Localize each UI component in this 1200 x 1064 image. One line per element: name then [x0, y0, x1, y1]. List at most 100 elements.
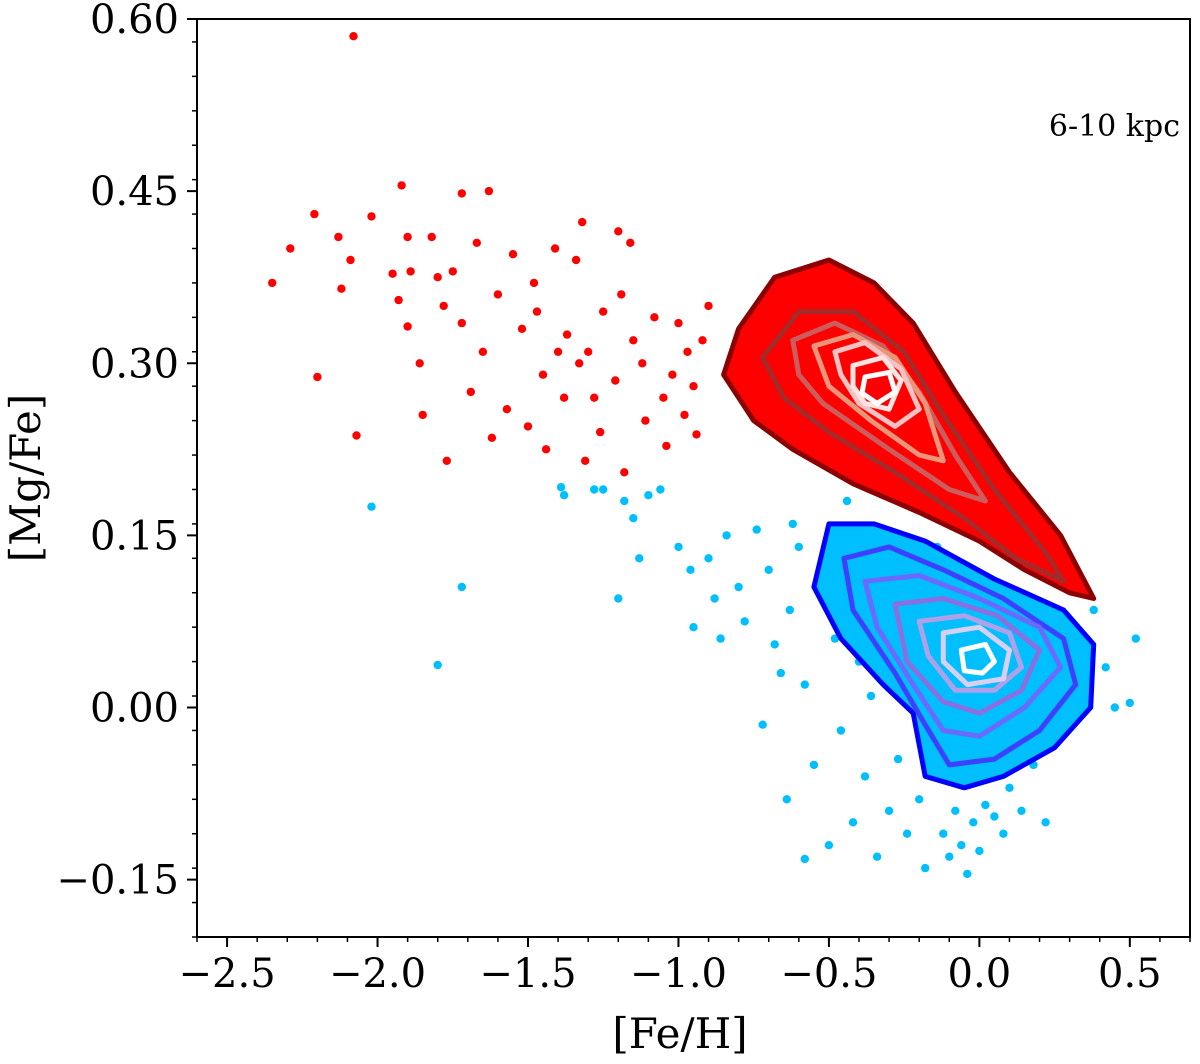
high-alpha-point [478, 347, 488, 356]
low-alpha-contour-5 [916, 613, 1024, 693]
low-alpha-point [457, 582, 466, 592]
high-alpha-point [541, 445, 551, 454]
high-alpha-point [448, 267, 457, 276]
low-alpha-point [842, 496, 852, 506]
low-alpha-point [1005, 783, 1014, 792]
high-alpha-point [650, 313, 659, 322]
low-alpha-contour-3 [862, 573, 1064, 739]
high-alpha-point [659, 393, 668, 402]
low-alpha-point [785, 605, 794, 615]
high-alpha-point [698, 336, 707, 345]
low-alpha-point [990, 812, 999, 821]
low-alpha-point [1080, 645, 1089, 655]
high-alpha-point [668, 370, 677, 379]
high-alpha-point [553, 347, 563, 356]
low-alpha-point [1041, 818, 1050, 827]
low-alpha-point [981, 800, 990, 810]
low-alpha-point [957, 841, 966, 850]
high-alpha-point [517, 324, 527, 333]
low-alpha-point [599, 485, 608, 494]
low-alpha-point [800, 854, 809, 864]
high-alpha-point [439, 301, 448, 311]
high-alpha-point [683, 347, 692, 356]
low-alpha-point [704, 554, 713, 563]
high-alpha-point [692, 430, 701, 439]
high-alpha-point [457, 189, 466, 198]
low-alpha-point [644, 491, 653, 500]
density-contours [721, 257, 1097, 791]
low-alpha-point [836, 726, 846, 735]
high-alpha-contour-1 [721, 257, 1097, 601]
low-alpha-point [788, 519, 797, 529]
high-alpha-contour-6 [850, 355, 904, 412]
high-alpha-point [523, 422, 533, 431]
low-alpha-point [722, 531, 731, 540]
high-alpha-point [562, 330, 572, 339]
high-alpha-point [502, 405, 512, 414]
low-alpha-point [872, 852, 882, 861]
low-alpha-point [764, 565, 773, 574]
high-alpha-point [532, 307, 542, 316]
high-alpha-contour-5 [832, 340, 922, 429]
low-alpha-point [1101, 663, 1110, 672]
scatter-points [268, 32, 1141, 879]
high-alpha-point [403, 322, 412, 331]
high-alpha-point [596, 427, 605, 437]
low-alpha-contour-4 [892, 596, 1042, 716]
high-alpha-point [466, 387, 475, 397]
y-tick-label: 0.00 [90, 686, 179, 732]
low-alpha-point [1110, 703, 1120, 712]
y-axis-ticks: −0.15 0.00 0.15 0.30 0.45 0.60 [56, 0, 197, 938]
high-alpha-contour-7 [859, 369, 898, 406]
high-alpha-point [457, 318, 466, 328]
low-alpha-point [884, 806, 894, 815]
x-tick-label: −1.5 [479, 951, 576, 997]
low-alpha-point [716, 634, 725, 643]
high-alpha-point [662, 441, 671, 451]
low-alpha-point [674, 542, 683, 552]
high-alpha-point [508, 250, 518, 259]
high-alpha-point [599, 307, 608, 316]
low-alpha-contour-6 [940, 624, 1012, 688]
low-alpha-point [809, 760, 819, 770]
low-alpha-point [620, 496, 629, 506]
high-alpha-point [617, 290, 626, 299]
low-alpha-point [939, 829, 948, 838]
high-alpha-point [367, 212, 376, 221]
low-alpha-point [848, 818, 858, 827]
low-alpha-point [770, 640, 779, 649]
high-alpha-point [406, 267, 415, 276]
low-alpha-contour-7 [958, 641, 997, 676]
high-alpha-point [268, 278, 277, 288]
low-alpha-point [800, 680, 809, 689]
low-alpha-point [752, 525, 761, 534]
low-alpha-point [999, 829, 1008, 838]
low-alpha-point [1071, 691, 1080, 701]
high-alpha-point [611, 376, 620, 385]
high-alpha-point [484, 186, 494, 196]
low-alpha-point [945, 852, 954, 861]
high-alpha-point [493, 290, 503, 299]
x-tick-label: 0.5 [1098, 951, 1162, 997]
high-alpha-point [433, 273, 442, 282]
low-alpha-point [975, 846, 984, 856]
high-alpha-point [550, 244, 560, 253]
low-alpha-point [635, 554, 644, 563]
high-alpha-point [680, 410, 689, 420]
low-alpha-point [686, 565, 695, 574]
low-alpha-contour-2 [841, 544, 1079, 768]
low-alpha-point [893, 754, 903, 764]
high-alpha-point [689, 382, 698, 391]
high-alpha-point [346, 255, 355, 265]
low-alpha-point [902, 829, 912, 838]
high-alpha-contour-3 [790, 320, 988, 504]
low-alpha-contour-1 [811, 521, 1097, 791]
x-tick-label: −2.5 [179, 951, 276, 997]
high-alpha-point [394, 295, 403, 305]
low-alpha-point [590, 485, 599, 494]
low-alpha-point [656, 485, 665, 494]
high-alpha-point [614, 227, 623, 236]
high-alpha-point [472, 238, 481, 247]
plot-frame [196, 18, 1191, 938]
